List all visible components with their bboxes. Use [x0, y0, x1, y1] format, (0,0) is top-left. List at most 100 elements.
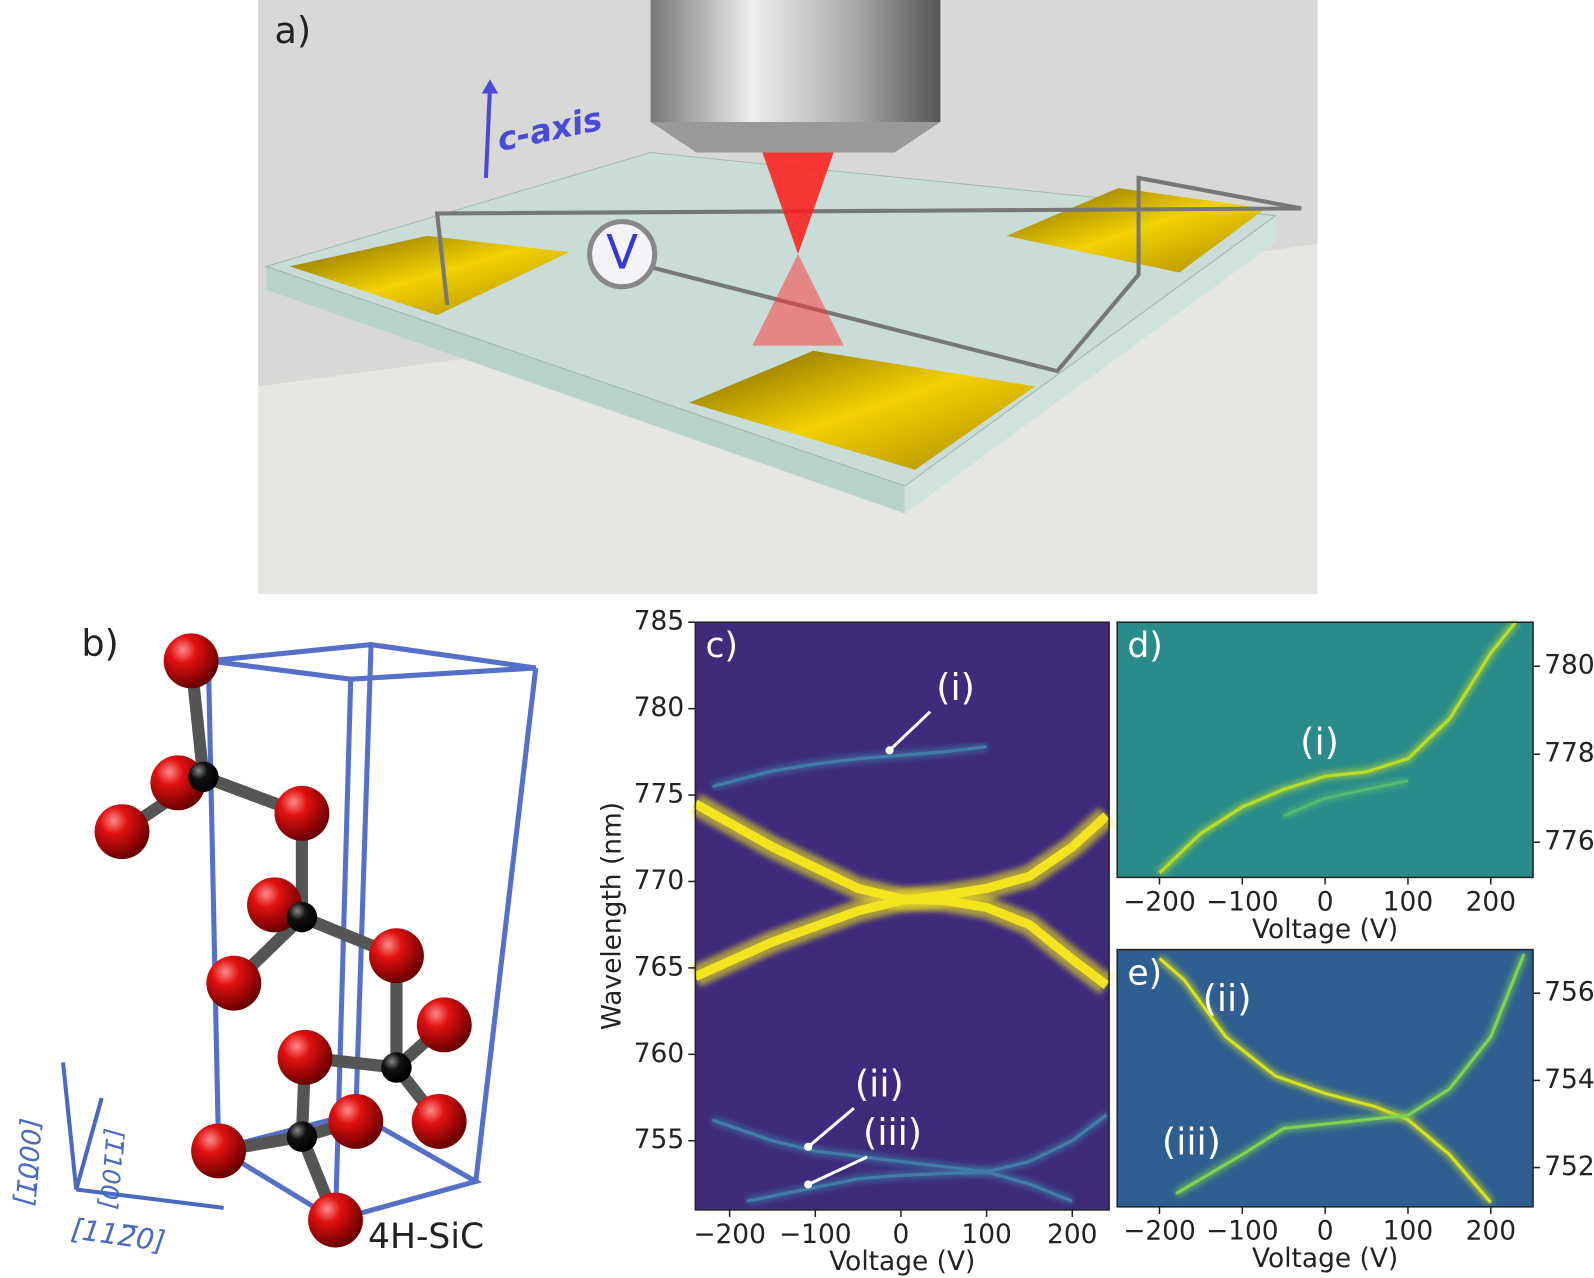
crystal-label: 4H-SiC: [368, 1217, 484, 1257]
atom-c: [381, 1052, 412, 1083]
chart: −200 −100 0 100 200 752 754 756 Voltage (V) e) (ii…: [1116, 948, 1594, 1274]
annotation: (i): [936, 666, 975, 709]
panel-label: c): [706, 626, 738, 666]
panel-label: d): [1127, 626, 1162, 666]
y-tick-label: 760: [634, 1038, 684, 1069]
direction-label: [1̅100]: [94, 1127, 130, 1210]
atom-si: [277, 1029, 333, 1085]
y-tick-label: 752: [1544, 1151, 1594, 1182]
plot-background: [695, 622, 1110, 1210]
plot-background: [1117, 622, 1534, 878]
voltmeter: [587, 219, 658, 290]
x-tick-label: −100: [779, 1219, 852, 1250]
atom-c: [286, 901, 318, 933]
atom-c: [188, 761, 219, 793]
annotation-arrow: [888, 710, 932, 752]
annotation: (iii): [1162, 1120, 1221, 1163]
atom-si: [94, 804, 150, 860]
atom-c: [286, 1121, 318, 1152]
slab-side: [266, 266, 905, 514]
x-tick-label: 200: [1047, 1219, 1097, 1250]
atom-si: [416, 997, 472, 1053]
y-tick-label: 780: [634, 692, 684, 723]
annotation-arrow: [807, 1155, 868, 1186]
direction-label: [000̅1̅]: [8, 1117, 47, 1207]
arrow-head: [804, 1142, 813, 1151]
panel-b: b) 4H-SiC [000̅1̅] [1̅100] [112̅0]: [8, 622, 539, 1258]
x-axis-label: Voltage (V): [1252, 1243, 1398, 1274]
atom-si: [206, 955, 262, 1011]
trace: [1283, 779, 1409, 818]
trace: [746, 1113, 1108, 1203]
annotation-arrow: [807, 1107, 855, 1149]
atom-si: [163, 633, 219, 689]
atom-si: [328, 1093, 384, 1149]
trace: [712, 745, 987, 788]
figure-body: c-axis V a) b) 4H-SiC [000̅1̅] [1̅100] […: [8, 0, 1594, 1277]
meter-label: V: [606, 227, 638, 281]
laser-beam: [752, 254, 844, 346]
y-tick-label: 754: [1544, 1064, 1594, 1095]
atom-si: [308, 1192, 363, 1248]
trace: [693, 812, 1110, 981]
panel-label: a): [274, 9, 311, 52]
x-tick-label: 100: [1383, 886, 1433, 917]
laser-beam: [762, 152, 834, 255]
electrode: [689, 350, 1035, 470]
objective: [650, 0, 941, 123]
x-tick-label: 0: [1317, 886, 1334, 917]
panel-label: b): [81, 622, 118, 665]
y-tick-label: 756: [1544, 977, 1594, 1008]
y-tick-label: 778: [1544, 738, 1594, 769]
y-tick-label: 785: [634, 606, 684, 637]
x-axis-label: Voltage (V): [829, 1246, 975, 1277]
electrode: [289, 235, 570, 316]
trace: [1158, 621, 1517, 875]
y-tick-label: 765: [634, 951, 684, 982]
trace: [1175, 953, 1526, 1196]
atom-si: [369, 928, 424, 984]
x-tick-label: −200: [1123, 1216, 1196, 1247]
atom-si: [274, 785, 330, 841]
x-tick-label: −200: [1123, 886, 1196, 917]
y-tick-label: 775: [634, 779, 684, 810]
annotation: (ii): [1203, 977, 1252, 1020]
x-tick-label: 0: [893, 1219, 910, 1250]
annotation: (i): [1300, 721, 1339, 764]
y-axis-label: Wavelength (nm): [597, 802, 628, 1030]
atom-si: [411, 1093, 467, 1149]
objective-tip: [650, 122, 941, 153]
arrow-head: [481, 79, 499, 94]
trace: [711, 1118, 1073, 1203]
y-tick-label: 755: [634, 1124, 684, 1155]
trace: [1158, 957, 1492, 1204]
c-axis-arrow: [483, 86, 493, 179]
y-tick-label: 770: [634, 865, 684, 896]
direction-axes: [61, 1062, 224, 1210]
chart: −200 −100 0 100 200 776 778 780 Voltage (V) d) (i): [1116, 619, 1594, 945]
direction-label: [112̅0]: [69, 1212, 167, 1258]
annotation: (ii): [855, 1062, 904, 1105]
x-tick-label: 100: [1383, 1216, 1433, 1247]
x-tick-label: −100: [1206, 886, 1279, 917]
plot-frame: [694, 621, 1110, 1211]
slab-side: [904, 215, 1276, 514]
chart: −200 −100 0 100 200 755 760 765 770 775 780 785 Volt…: [597, 606, 1115, 1277]
annotation: (iii): [863, 1111, 922, 1154]
plot-background: [1117, 949, 1534, 1207]
y-tick-label: 776: [1544, 826, 1594, 857]
x-tick-label: −100: [1206, 1216, 1279, 1247]
panel-label: e): [1127, 954, 1162, 994]
x-tick-label: −200: [693, 1219, 766, 1250]
x-tick-label: 0: [1317, 1216, 1334, 1247]
x-axis-label: Voltage (V): [1252, 914, 1398, 945]
y-tick-label: 780: [1544, 650, 1594, 681]
atom-si: [191, 1123, 247, 1179]
arrow-head: [804, 1180, 813, 1189]
arrow-head: [885, 746, 894, 755]
x-tick-label: 100: [961, 1219, 1011, 1250]
x-tick-label: 200: [1466, 886, 1516, 917]
x-tick-label: 200: [1466, 1216, 1516, 1247]
